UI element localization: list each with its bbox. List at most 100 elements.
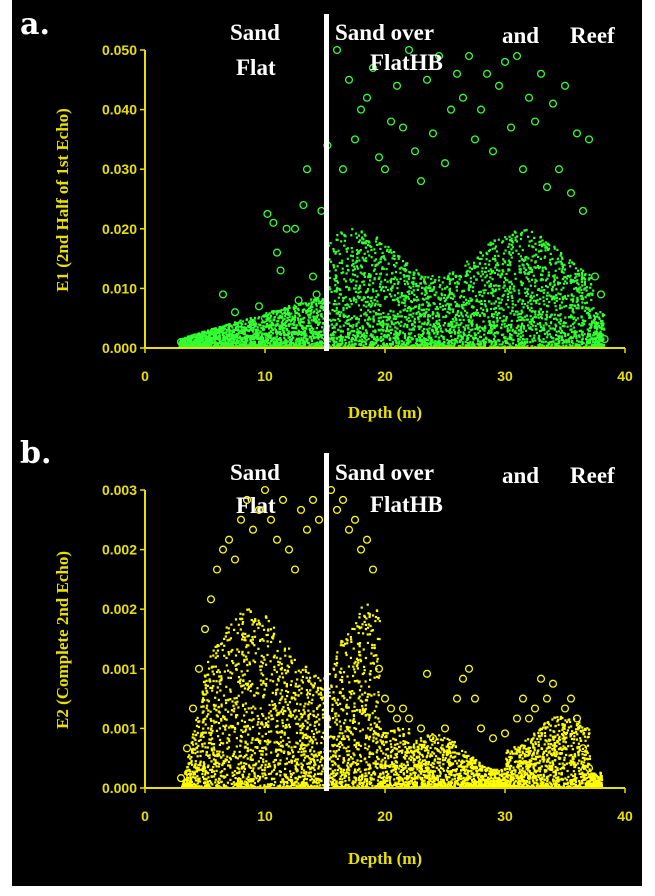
cloud-dot bbox=[337, 344, 340, 347]
cloud-dot bbox=[202, 337, 205, 340]
cloud-dot bbox=[346, 264, 349, 267]
cloud-dot bbox=[236, 340, 239, 343]
cloud-dot bbox=[507, 323, 510, 326]
cloud-dot bbox=[420, 292, 423, 295]
cloud-dot bbox=[476, 265, 479, 268]
cloud-dot bbox=[404, 308, 407, 311]
cloud-dot bbox=[368, 316, 371, 319]
cloud-dot bbox=[376, 263, 379, 266]
data-point bbox=[512, 51, 522, 61]
cloud-dot bbox=[521, 316, 524, 319]
cloud-dot bbox=[505, 341, 508, 344]
cloud-dot bbox=[401, 331, 405, 334]
cloud-dot bbox=[392, 251, 396, 254]
cloud-dot bbox=[428, 342, 431, 345]
cloud-dot bbox=[483, 299, 486, 303]
cloud-dot bbox=[384, 296, 387, 299]
cloud-dot bbox=[484, 276, 487, 279]
cloud-dot bbox=[577, 322, 580, 326]
cloud-dot bbox=[256, 336, 259, 339]
cloud-dot bbox=[404, 283, 407, 286]
cloud-dot bbox=[443, 322, 446, 325]
cloud-dot bbox=[586, 293, 590, 296]
cloud-dot bbox=[418, 327, 421, 330]
cloud-dot bbox=[364, 341, 367, 344]
cloud-dot bbox=[273, 343, 276, 346]
cloud-dot bbox=[455, 289, 458, 292]
cloud-dot bbox=[514, 231, 517, 234]
cloud-dot bbox=[398, 322, 401, 325]
cloud-dot bbox=[380, 328, 383, 331]
cloud-dot bbox=[526, 338, 529, 341]
cloud-dot bbox=[296, 307, 300, 310]
cloud-dot bbox=[553, 313, 556, 316]
cloud-dot bbox=[335, 306, 338, 310]
cloud-dot bbox=[272, 322, 275, 325]
cloud-dot bbox=[357, 234, 361, 237]
cloud-dot bbox=[275, 345, 278, 348]
cloud-dot bbox=[413, 276, 416, 280]
cloud-dot bbox=[400, 320, 403, 323]
cloud-dot bbox=[355, 324, 358, 328]
cloud-dot bbox=[476, 342, 479, 345]
cloud-dot bbox=[230, 340, 233, 343]
cloud-dot bbox=[233, 334, 236, 337]
cloud-dot bbox=[407, 282, 410, 285]
cloud-dot bbox=[352, 324, 355, 327]
cloud-dot bbox=[485, 258, 488, 261]
cloud-dot bbox=[407, 277, 410, 280]
cloud-dot bbox=[434, 294, 437, 297]
cloud-dot bbox=[285, 334, 288, 337]
cloud-dot bbox=[293, 321, 296, 324]
cloud-dot bbox=[553, 328, 556, 331]
cloud-dot bbox=[272, 312, 275, 315]
cloud-dot bbox=[225, 342, 228, 345]
cloud-dot bbox=[431, 313, 434, 316]
cloud-dot bbox=[496, 297, 499, 300]
cloud-dot bbox=[294, 314, 297, 317]
cloud-dot bbox=[335, 340, 338, 343]
cloud-dot bbox=[258, 336, 261, 339]
cloud-dot bbox=[300, 337, 303, 340]
cloud-dot bbox=[507, 245, 510, 248]
cloud-dot bbox=[492, 294, 495, 297]
cloud-dot bbox=[365, 291, 368, 294]
cloud-dot bbox=[533, 315, 536, 318]
cloud-dot bbox=[601, 334, 605, 337]
cloud-dot bbox=[595, 332, 598, 335]
cloud-dot bbox=[416, 338, 419, 342]
cloud-dot bbox=[474, 333, 477, 336]
cloud-dot bbox=[288, 338, 292, 341]
cloud-dot bbox=[559, 260, 563, 263]
cloud-dot bbox=[240, 339, 243, 342]
cloud-dot bbox=[299, 342, 302, 345]
cloud-dot bbox=[443, 276, 446, 279]
cloud-dot bbox=[293, 344, 296, 347]
cloud-dot bbox=[418, 307, 421, 310]
cloud-dot bbox=[376, 323, 379, 326]
cloud-dot bbox=[237, 328, 240, 331]
cloud-dot bbox=[517, 252, 520, 256]
cloud-dot bbox=[550, 345, 553, 348]
cloud-dot bbox=[210, 336, 213, 339]
cloud-dot bbox=[304, 337, 307, 340]
cloud-dot bbox=[280, 321, 283, 324]
cloud-dot bbox=[396, 335, 399, 338]
cloud-dot bbox=[339, 702, 342, 705]
cloud-dot bbox=[556, 248, 559, 251]
cloud-dot bbox=[483, 326, 486, 329]
cloud-dot bbox=[589, 283, 593, 286]
cloud-dot bbox=[423, 321, 426, 324]
cloud-dot bbox=[215, 337, 218, 340]
cloud-dot bbox=[241, 330, 244, 333]
cloud-dot bbox=[557, 338, 560, 341]
cloud-dot bbox=[448, 303, 451, 306]
cloud-dot bbox=[565, 304, 568, 308]
cloud-dot bbox=[249, 340, 252, 343]
cloud-dot bbox=[483, 345, 487, 348]
cloud-dot bbox=[483, 333, 486, 336]
cloud-dot bbox=[418, 320, 421, 323]
cloud-dot bbox=[336, 343, 339, 346]
cloud-dot bbox=[389, 281, 392, 284]
cloud-dot bbox=[224, 336, 227, 339]
